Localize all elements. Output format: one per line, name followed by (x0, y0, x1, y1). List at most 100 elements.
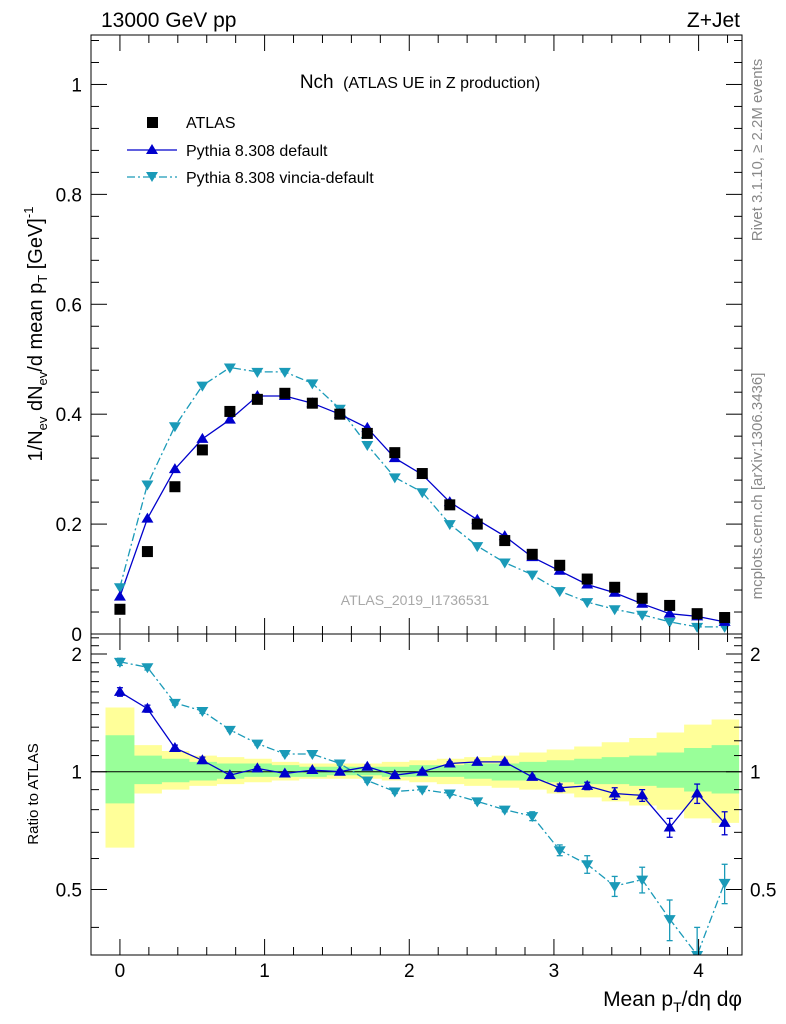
ratio-vincia-line (119, 661, 726, 955)
ratio-pythia-default-point (196, 754, 209, 765)
atlas-data-point (471, 518, 483, 530)
main-y-tick-label: 1 (71, 75, 82, 96)
ratio-y-tick-label: 0.5 (56, 880, 82, 901)
legend-marker-pythia-default (146, 144, 158, 154)
atlas-data-point (499, 535, 511, 547)
legend-marker-pythia-vincia (146, 172, 158, 182)
atlas-data-point (361, 427, 373, 439)
ratio-vincia-point (361, 776, 374, 787)
atlas-data-point (334, 408, 346, 420)
ratio-vincia-point (251, 739, 264, 750)
ratio-vincia-point (168, 698, 181, 709)
ratio-vincia-point (718, 878, 731, 889)
vincia-point (498, 558, 511, 569)
atlas-data-point (719, 612, 731, 624)
main-title-observable: Nch (300, 72, 334, 93)
x-tick-label: 4 (693, 961, 704, 982)
atlas-data-point (581, 573, 593, 585)
ratio-vincia-point (196, 706, 209, 717)
vincia-point (306, 379, 319, 390)
ratio-panel: 0.5 0.5 1 1 2 2 0 1 2 3 4 Ratio to ATLAS Mean pT/d… (25, 633, 776, 1015)
legend-marker-atlas (147, 117, 158, 128)
vincia-point (526, 570, 539, 581)
atlas-data-point (251, 393, 263, 405)
vincia-point (168, 422, 181, 433)
ratio-vincia-point (553, 846, 566, 857)
atlas-data-point (196, 444, 208, 456)
ratio-pythia-default-point (388, 769, 401, 780)
ratio-vincia-point (278, 750, 291, 761)
ratio-vincia-point (141, 663, 154, 674)
x-tick-label: 1 (259, 961, 270, 982)
atlas-data-point (691, 608, 703, 620)
ratio-pythia-default-point (498, 755, 511, 766)
vincia-point (223, 363, 236, 374)
main-y-tick-label: 0.2 (56, 515, 82, 536)
x-axis-label: Mean pT/dη dφ (603, 988, 742, 1015)
vincia-point (278, 367, 291, 378)
ratio-pythia-default-point (278, 767, 291, 778)
vincia-point (553, 587, 566, 598)
vincia-point (608, 605, 621, 616)
main-y-tick-label: 0.8 (56, 185, 82, 206)
ratio-vincia-point (223, 725, 236, 736)
pythia-default-line (119, 395, 725, 623)
vincia-point (196, 381, 209, 392)
ratio-pythia-default-point (443, 757, 456, 768)
vincia-point (113, 583, 126, 594)
ratio-vincia-point (306, 750, 319, 761)
ratio-y-tick-label-right: 1 (750, 763, 761, 784)
atlas-data-point (554, 559, 566, 571)
ratio-vincia-point (443, 789, 456, 800)
main-y-tick-label: 0.6 (56, 295, 82, 316)
vincia-point (691, 622, 704, 633)
ratio-pythia-default-point (471, 755, 484, 766)
ratio-pythia-default-point (636, 789, 649, 800)
atlas-data-point (114, 603, 126, 615)
ratio-frame (90, 633, 743, 956)
vincia-point (251, 367, 264, 378)
pythia-default-point (113, 590, 126, 601)
vincia-point (361, 440, 374, 451)
atlas-data-point (444, 499, 456, 511)
ratio-y-tick-label-right: 0.5 (750, 880, 776, 901)
ratio-pythia-default-point (691, 787, 704, 798)
main-y-tick-label: 0.4 (56, 405, 83, 426)
x-tick-label: 3 (549, 961, 560, 982)
vincia-point (471, 542, 484, 553)
ratio-vincia-point (663, 915, 676, 926)
ratio-vincia-point (471, 797, 484, 808)
main-title-subtitle: (ATLAS UE in Z production) (343, 75, 540, 92)
ratio-pythia-default-point (663, 821, 676, 832)
ratio-vincia-point (333, 759, 346, 770)
vincia-point (581, 598, 594, 609)
main-panel: 0 0.2 0.4 0.6 0.8 1 Nch (ATLAS UE in Z produc… (21, 34, 743, 646)
atlas-data-point (526, 548, 538, 560)
vincia-point (663, 617, 676, 628)
main-y-tick-label: 0 (71, 625, 82, 646)
vincia-point (141, 480, 154, 491)
atlas-data-point (636, 592, 648, 604)
ratio-vincia-point (388, 787, 401, 798)
vincia-point (443, 520, 456, 531)
ratio-vincia-point (691, 951, 704, 955)
ratio-vincia-point (636, 875, 649, 886)
ratio-pythia-default-point (306, 764, 319, 775)
atlas-data-point (141, 546, 153, 558)
atlas-data-point (306, 397, 318, 409)
legend-label-atlas: ATLAS (186, 115, 236, 132)
vincia-line (119, 366, 725, 628)
ratio-vincia-point (416, 785, 429, 796)
main-title: Nch (ATLAS UE in Z production) (300, 72, 540, 93)
header-process-label: Z+Jet (687, 9, 740, 32)
ratio-vincia-point (608, 882, 621, 893)
ratio-pythia-default-point (333, 765, 346, 776)
atlas-data-point (279, 387, 291, 399)
ratio-outer-uncertainty-band (105, 707, 740, 848)
header-energy-label: 13000 GeV pp (101, 9, 236, 32)
pythia-default-point (141, 512, 154, 523)
mcplots-label: mcplots.cern.ch [arXiv:1306.3436] (749, 373, 766, 600)
atlas-data-point (416, 468, 428, 480)
vincia-point (636, 610, 649, 621)
